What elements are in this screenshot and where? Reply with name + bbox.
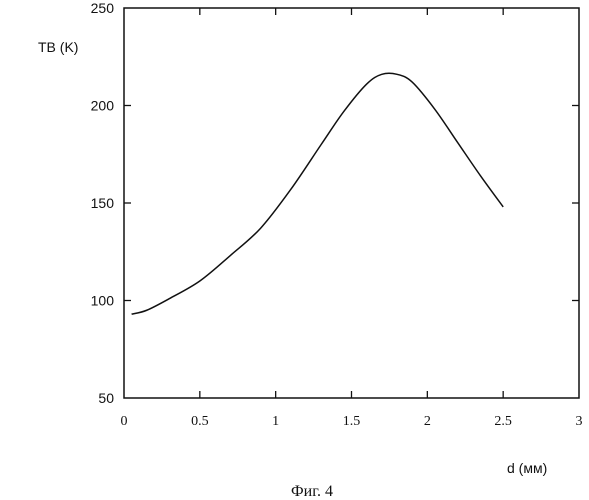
x-tick-label: 3 [576, 414, 583, 429]
plot-frame [124, 8, 579, 398]
x-tick-label: 0.5 [191, 414, 209, 429]
figure-caption: Фиг. 4 [291, 483, 333, 500]
y-tick-label: 200 [91, 98, 115, 114]
y-tick-label: 250 [91, 0, 115, 16]
x-axis-title: d (мм) [507, 460, 547, 476]
axis-ticks [124, 8, 579, 398]
x-tick-label: 1 [272, 414, 279, 429]
axis-tick-labels: 0 0.5 1 1.5 2 2.5 3 50 100 150 200 250 [91, 0, 583, 429]
x-tick-label: 2 [424, 414, 431, 429]
y-axis-title: TB (K) [38, 39, 78, 55]
x-tick-label: 2.5 [494, 414, 512, 429]
y-tick-label: 150 [91, 195, 115, 211]
x-tick-label: 1.5 [343, 414, 361, 429]
y-tick-label: 50 [98, 390, 114, 406]
x-tick-label: 0 [121, 414, 128, 429]
series-line [132, 73, 504, 314]
y-tick-label: 100 [91, 293, 115, 309]
